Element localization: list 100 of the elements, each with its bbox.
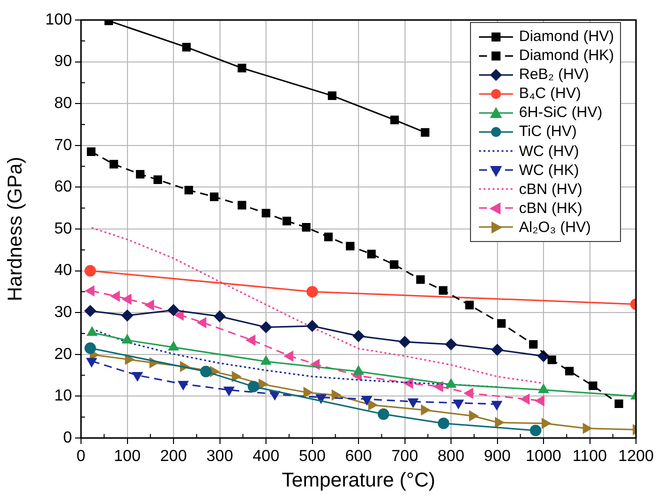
y-tick-label: 20	[54, 346, 72, 363]
point	[132, 372, 143, 382]
point	[124, 354, 134, 364]
y-tick-label: 60	[54, 178, 72, 196]
point	[530, 424, 542, 436]
point	[346, 242, 354, 250]
point	[214, 310, 226, 322]
point	[445, 338, 457, 350]
point	[465, 300, 474, 310]
point	[438, 418, 450, 430]
point	[238, 64, 246, 72]
point	[614, 399, 624, 408]
y-tick-label: 50	[54, 220, 72, 238]
point	[367, 250, 376, 258]
point	[494, 417, 504, 428]
point	[548, 356, 556, 364]
point	[153, 175, 162, 184]
legend-label: WC (HK)	[519, 160, 579, 180]
point	[492, 344, 503, 356]
x-tick-label: 1100	[572, 448, 608, 466]
point	[529, 340, 538, 349]
point	[110, 160, 118, 168]
point	[262, 208, 270, 218]
point	[399, 336, 410, 348]
point	[538, 384, 549, 394]
x-tick-label: 600	[345, 448, 372, 466]
x-tick-label: 900	[484, 448, 511, 466]
y-tick-label: 100	[45, 11, 72, 28]
x-tick-label: 700	[391, 448, 418, 466]
point	[282, 216, 292, 226]
point	[86, 147, 96, 156]
point	[232, 371, 241, 382]
point	[178, 380, 188, 390]
point	[122, 334, 132, 344]
point	[168, 304, 180, 316]
point	[224, 386, 234, 396]
point	[84, 342, 96, 354]
point	[284, 350, 294, 362]
x-tick-label: 1000	[526, 448, 562, 466]
point	[378, 408, 390, 420]
x-axis-title: Temperature (°C)	[282, 470, 436, 492]
point	[352, 330, 364, 342]
point	[416, 275, 425, 284]
y-tick-label: 70	[54, 136, 72, 154]
point	[85, 286, 94, 296]
x-tick-label: 200	[160, 448, 187, 466]
point	[497, 319, 506, 328]
legend-label: TiC (HV)	[519, 122, 577, 142]
y-tick-label: 90	[54, 53, 72, 70]
point	[136, 170, 144, 179]
point	[197, 318, 206, 328]
x-tick-label: 500	[298, 448, 326, 466]
point	[390, 260, 398, 269]
point	[260, 356, 272, 365]
x-tick-label: 100	[114, 448, 141, 466]
point	[86, 358, 97, 367]
x-tick-label: 0	[76, 448, 86, 466]
y-tick-label: 80	[54, 95, 72, 112]
y-tick-label: 0	[63, 429, 72, 446]
point	[303, 387, 312, 398]
point	[542, 418, 551, 428]
point	[306, 320, 318, 332]
legend-label: B₄C (HV)	[519, 84, 581, 104]
point	[210, 192, 218, 202]
point	[238, 200, 246, 210]
point	[324, 232, 333, 242]
point	[520, 394, 530, 404]
point	[84, 265, 96, 277]
legend-label: Al₂O₃ (HV)	[519, 218, 591, 238]
point	[122, 310, 133, 322]
point	[145, 300, 154, 310]
point	[446, 378, 456, 388]
point	[200, 366, 212, 378]
point	[368, 400, 378, 410]
legend-label: cBN (HV)	[519, 180, 582, 199]
point	[408, 398, 418, 408]
point	[84, 305, 96, 317]
point	[246, 335, 256, 346]
point	[332, 390, 341, 400]
point	[565, 366, 574, 376]
y-axis-title: Hardness (GPa)	[4, 156, 27, 302]
y-tick-label: 30	[54, 304, 72, 322]
point	[122, 294, 132, 304]
point	[453, 400, 464, 409]
point	[588, 381, 598, 390]
point	[168, 342, 179, 351]
legend-label: ReB₂ (HV)	[519, 65, 589, 84]
point	[248, 380, 260, 392]
point	[328, 91, 336, 100]
point	[492, 400, 502, 410]
y-tick-label: 40	[54, 262, 72, 280]
point	[353, 366, 364, 375]
point	[535, 396, 544, 406]
point	[469, 410, 478, 421]
point	[420, 404, 430, 416]
point	[182, 42, 191, 52]
point	[110, 291, 120, 302]
x-tick-label: 800	[438, 448, 464, 466]
point	[87, 326, 98, 336]
point	[184, 186, 194, 194]
